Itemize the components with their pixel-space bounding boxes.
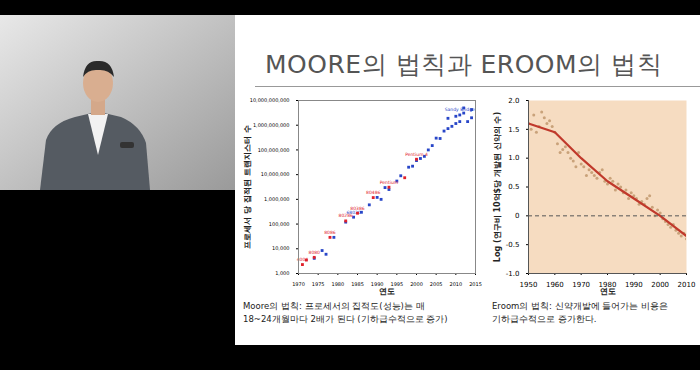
svg-text:2000: 2000 — [410, 281, 423, 287]
svg-text:1995: 1995 — [390, 281, 404, 287]
svg-text:68020: 68020 — [346, 209, 361, 215]
svg-text:80486: 80486 — [366, 190, 380, 195]
html-text:기하급수적으로 증가한다.: 기하급수적으로 증가한다. — [492, 314, 597, 324]
svg-text:1980: 1980 — [331, 281, 344, 287]
svg-text:1980: 1980 — [598, 281, 617, 290]
svg-text:2015: 2015 — [469, 281, 482, 287]
svg-text:2010: 2010 — [449, 281, 462, 287]
svg-text:10,000: 10,000 — [272, 245, 290, 251]
svg-text:100,000,000: 100,000,000 — [258, 147, 290, 153]
svg-text:연도: 연도 — [379, 287, 395, 296]
svg-text:-1.0: -1.0 — [506, 270, 520, 278]
svg-text:10,000,000: 10,000,000 — [261, 171, 290, 177]
svg-text:8080: 8080 — [309, 250, 321, 255]
html-text:Moore의 법칙: 프로세서의 집적도(성능)는 매: Moore의 법칙: 프로세서의 집적도(성능)는 매 — [243, 301, 425, 311]
svg-text:0: 0 — [515, 212, 519, 220]
html-text:18~24개월마다 2배가 된다 (기하급수적으로 증가): 18~24개월마다 2배가 된다 (기하급수적으로 증가) — [243, 314, 448, 324]
svg-text:Pentium 4: Pentium 4 — [405, 152, 428, 157]
svg-text:1990: 1990 — [370, 281, 384, 287]
svg-text:8086: 8086 — [324, 230, 336, 235]
svg-text:1975: 1975 — [312, 281, 325, 287]
svg-text:2000: 2000 — [651, 281, 669, 289]
svg-text:Log (연구비 10억$당 개발된 신약의 수): Log (연구비 10억$당 개발된 신약의 수) — [493, 112, 502, 262]
svg-text:1.5: 1.5 — [508, 126, 519, 134]
svg-text:1,000,000: 1,000,000 — [264, 196, 289, 202]
svg-text:1970: 1970 — [572, 281, 590, 289]
svg-text:1990: 1990 — [625, 281, 643, 289]
svg-text:1,000,000,000: 1,000,000,000 — [253, 122, 290, 128]
svg-text:1960: 1960 — [546, 281, 564, 289]
svg-text:Pentium: Pentium — [380, 180, 398, 185]
svg-text:100,000: 100,000 — [269, 221, 290, 227]
svg-text:연도: 연도 — [600, 287, 616, 296]
html-text:MOORE의 법칙과 EROOM의 법칙: MOORE의 법칙과 EROOM의 법칙 — [265, 50, 662, 79]
svg-text:Sandy Bridge: Sandy Bridge — [445, 107, 475, 112]
svg-text:프로세서 당 집적된 트랜지스터 수: 프로세서 당 집적된 트랜지스터 수 — [243, 125, 252, 248]
svg-text:10,000,000,000: 10,000,000,000 — [250, 97, 290, 103]
html-text:Eroom의 법칙: 신약개발에 들어가는 비용은: Eroom의 법칙: 신약개발에 들어가는 비용은 — [492, 301, 668, 311]
svg-text:1.0: 1.0 — [508, 154, 519, 162]
svg-text:80386: 80386 — [350, 206, 364, 211]
svg-text:-0.5: -0.5 — [506, 241, 520, 249]
svg-text:1950: 1950 — [520, 281, 538, 289]
svg-text:2.0: 2.0 — [508, 97, 519, 105]
svg-text:0.5: 0.5 — [508, 183, 519, 191]
svg-text:4004: 4004 — [296, 257, 309, 262]
svg-text:2010: 2010 — [678, 281, 696, 289]
svg-text:1,000: 1,000 — [275, 270, 289, 276]
svg-text:2005: 2005 — [430, 281, 443, 287]
svg-text:1985: 1985 — [351, 281, 364, 287]
svg-text:1970: 1970 — [292, 281, 305, 287]
svg-text:80286: 80286 — [339, 213, 353, 218]
